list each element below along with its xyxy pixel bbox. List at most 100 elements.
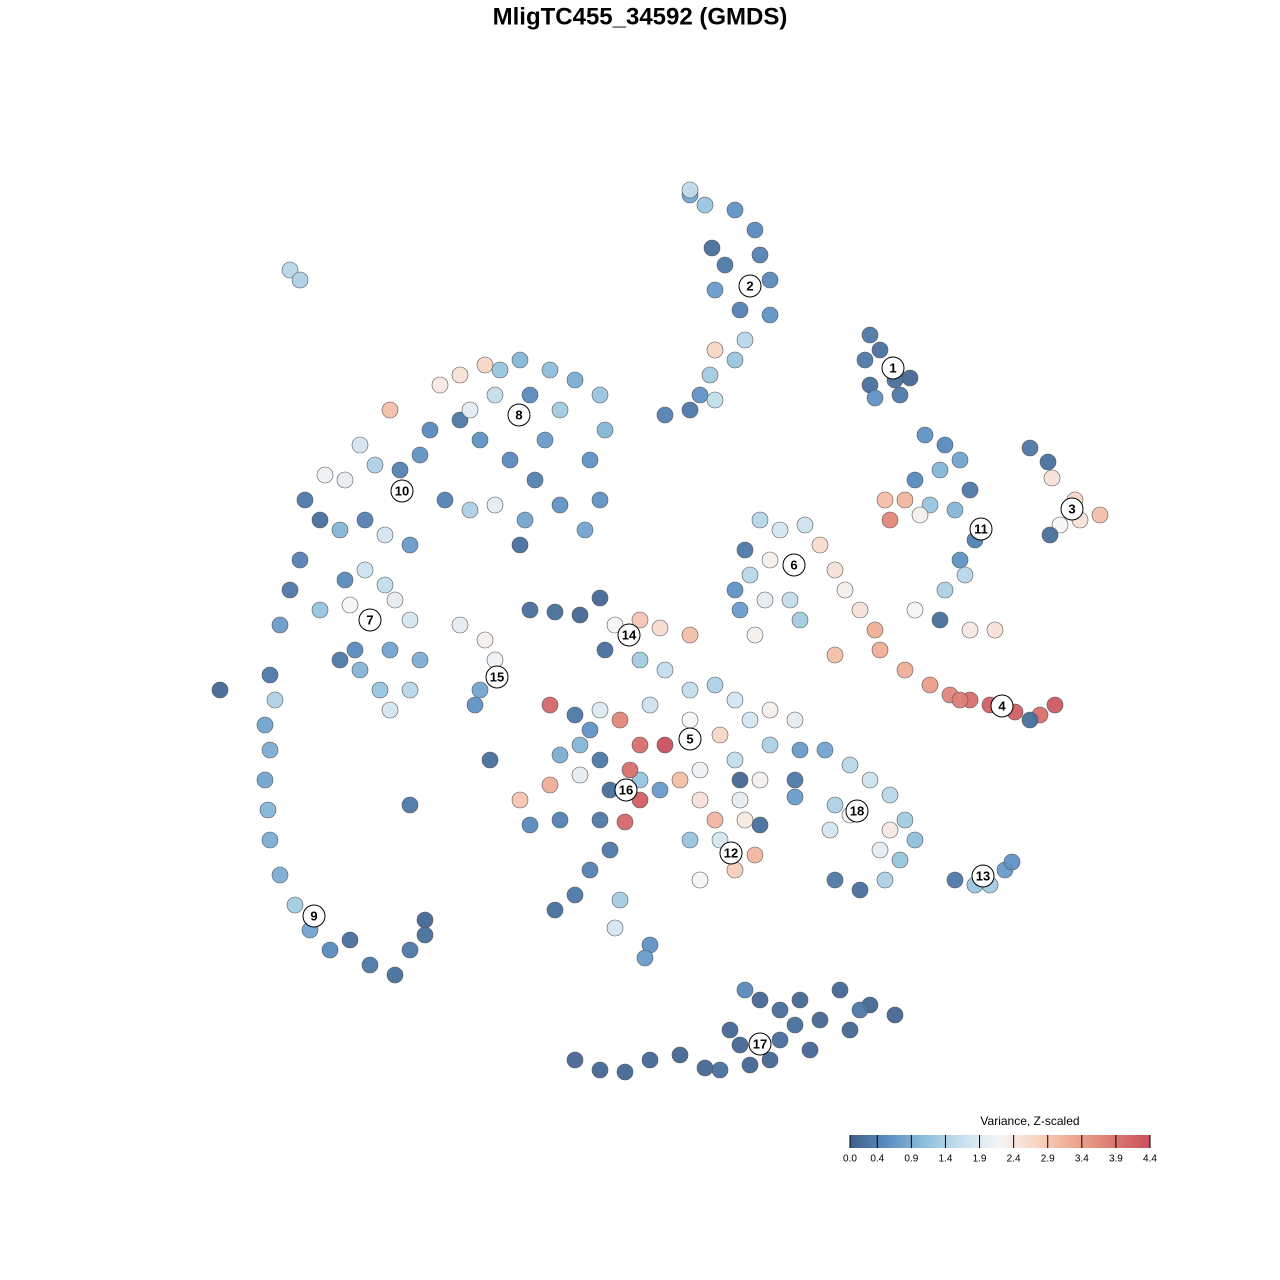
point (591, 491, 609, 509)
point (1041, 526, 1059, 544)
point (476, 356, 494, 374)
point (516, 511, 534, 529)
point (266, 691, 284, 709)
point (871, 841, 889, 859)
point (636, 949, 654, 967)
point (336, 471, 354, 489)
point (261, 741, 279, 759)
point (376, 526, 394, 544)
cluster-label-marker (990, 694, 1014, 718)
cluster-label-marker (614, 778, 638, 802)
cluster-label: 17 (753, 1036, 767, 1051)
point (261, 831, 279, 849)
point (336, 571, 354, 589)
point (986, 621, 1004, 639)
point (1039, 453, 1057, 471)
point (541, 361, 559, 379)
cluster-label-marker (881, 356, 905, 380)
point (736, 541, 754, 559)
point (271, 616, 289, 634)
point (511, 351, 529, 369)
point (451, 616, 469, 634)
point (551, 811, 569, 829)
point (511, 791, 529, 809)
point (581, 451, 599, 469)
point (826, 796, 844, 814)
cluster-label: 6 (790, 557, 797, 572)
point (596, 421, 614, 439)
point (691, 871, 709, 889)
point (211, 681, 229, 699)
cluster-label: 11 (974, 521, 988, 536)
point (761, 271, 779, 289)
point (566, 371, 584, 389)
point (856, 351, 874, 369)
point (591, 811, 609, 829)
point (866, 621, 884, 639)
point (356, 511, 374, 529)
point (281, 581, 299, 599)
colorbar-tick-label: 4.4 (1143, 1154, 1157, 1165)
point (956, 566, 974, 584)
point (401, 941, 419, 959)
point (356, 561, 374, 579)
point (286, 896, 304, 914)
point (256, 716, 274, 734)
cluster-label-marker (719, 841, 743, 865)
point (361, 956, 379, 974)
point (411, 446, 429, 464)
point (706, 341, 724, 359)
cluster-label: 5 (686, 731, 693, 746)
point (706, 281, 724, 299)
point (816, 741, 834, 759)
point (761, 306, 779, 324)
point (541, 776, 559, 794)
point (741, 711, 759, 729)
point (951, 691, 969, 709)
cluster-label: 18 (850, 803, 864, 818)
point (791, 991, 809, 1009)
point (771, 1001, 789, 1019)
point (381, 701, 399, 719)
point (786, 771, 804, 789)
point (576, 521, 594, 539)
point (916, 426, 934, 444)
point (851, 881, 869, 899)
point (851, 601, 869, 619)
point (486, 496, 504, 514)
point (381, 401, 399, 419)
point (366, 456, 384, 474)
point (751, 816, 769, 834)
cluster-label-marker (782, 553, 806, 577)
colorbar-tick-label: 3.4 (1075, 1154, 1089, 1165)
point (386, 591, 404, 609)
point (751, 511, 769, 529)
point (786, 711, 804, 729)
cluster-label: 13 (976, 868, 990, 883)
point (541, 696, 559, 714)
point (706, 391, 724, 409)
point (1046, 696, 1064, 714)
point (721, 1021, 739, 1039)
point (631, 736, 649, 754)
point (751, 771, 769, 789)
point (946, 871, 964, 889)
point (886, 1006, 904, 1024)
point (761, 551, 779, 569)
point (386, 966, 404, 984)
point (821, 821, 839, 839)
point (696, 196, 714, 214)
cluster-label: 15 (490, 669, 504, 684)
point (296, 491, 314, 509)
cluster-label: 4 (998, 698, 1006, 713)
point (651, 781, 669, 799)
point (461, 501, 479, 519)
point (471, 431, 489, 449)
point (331, 521, 349, 539)
point (346, 641, 364, 659)
point (881, 821, 899, 839)
cluster-label: 1 (889, 360, 896, 375)
point (1003, 853, 1021, 871)
point (901, 369, 919, 387)
